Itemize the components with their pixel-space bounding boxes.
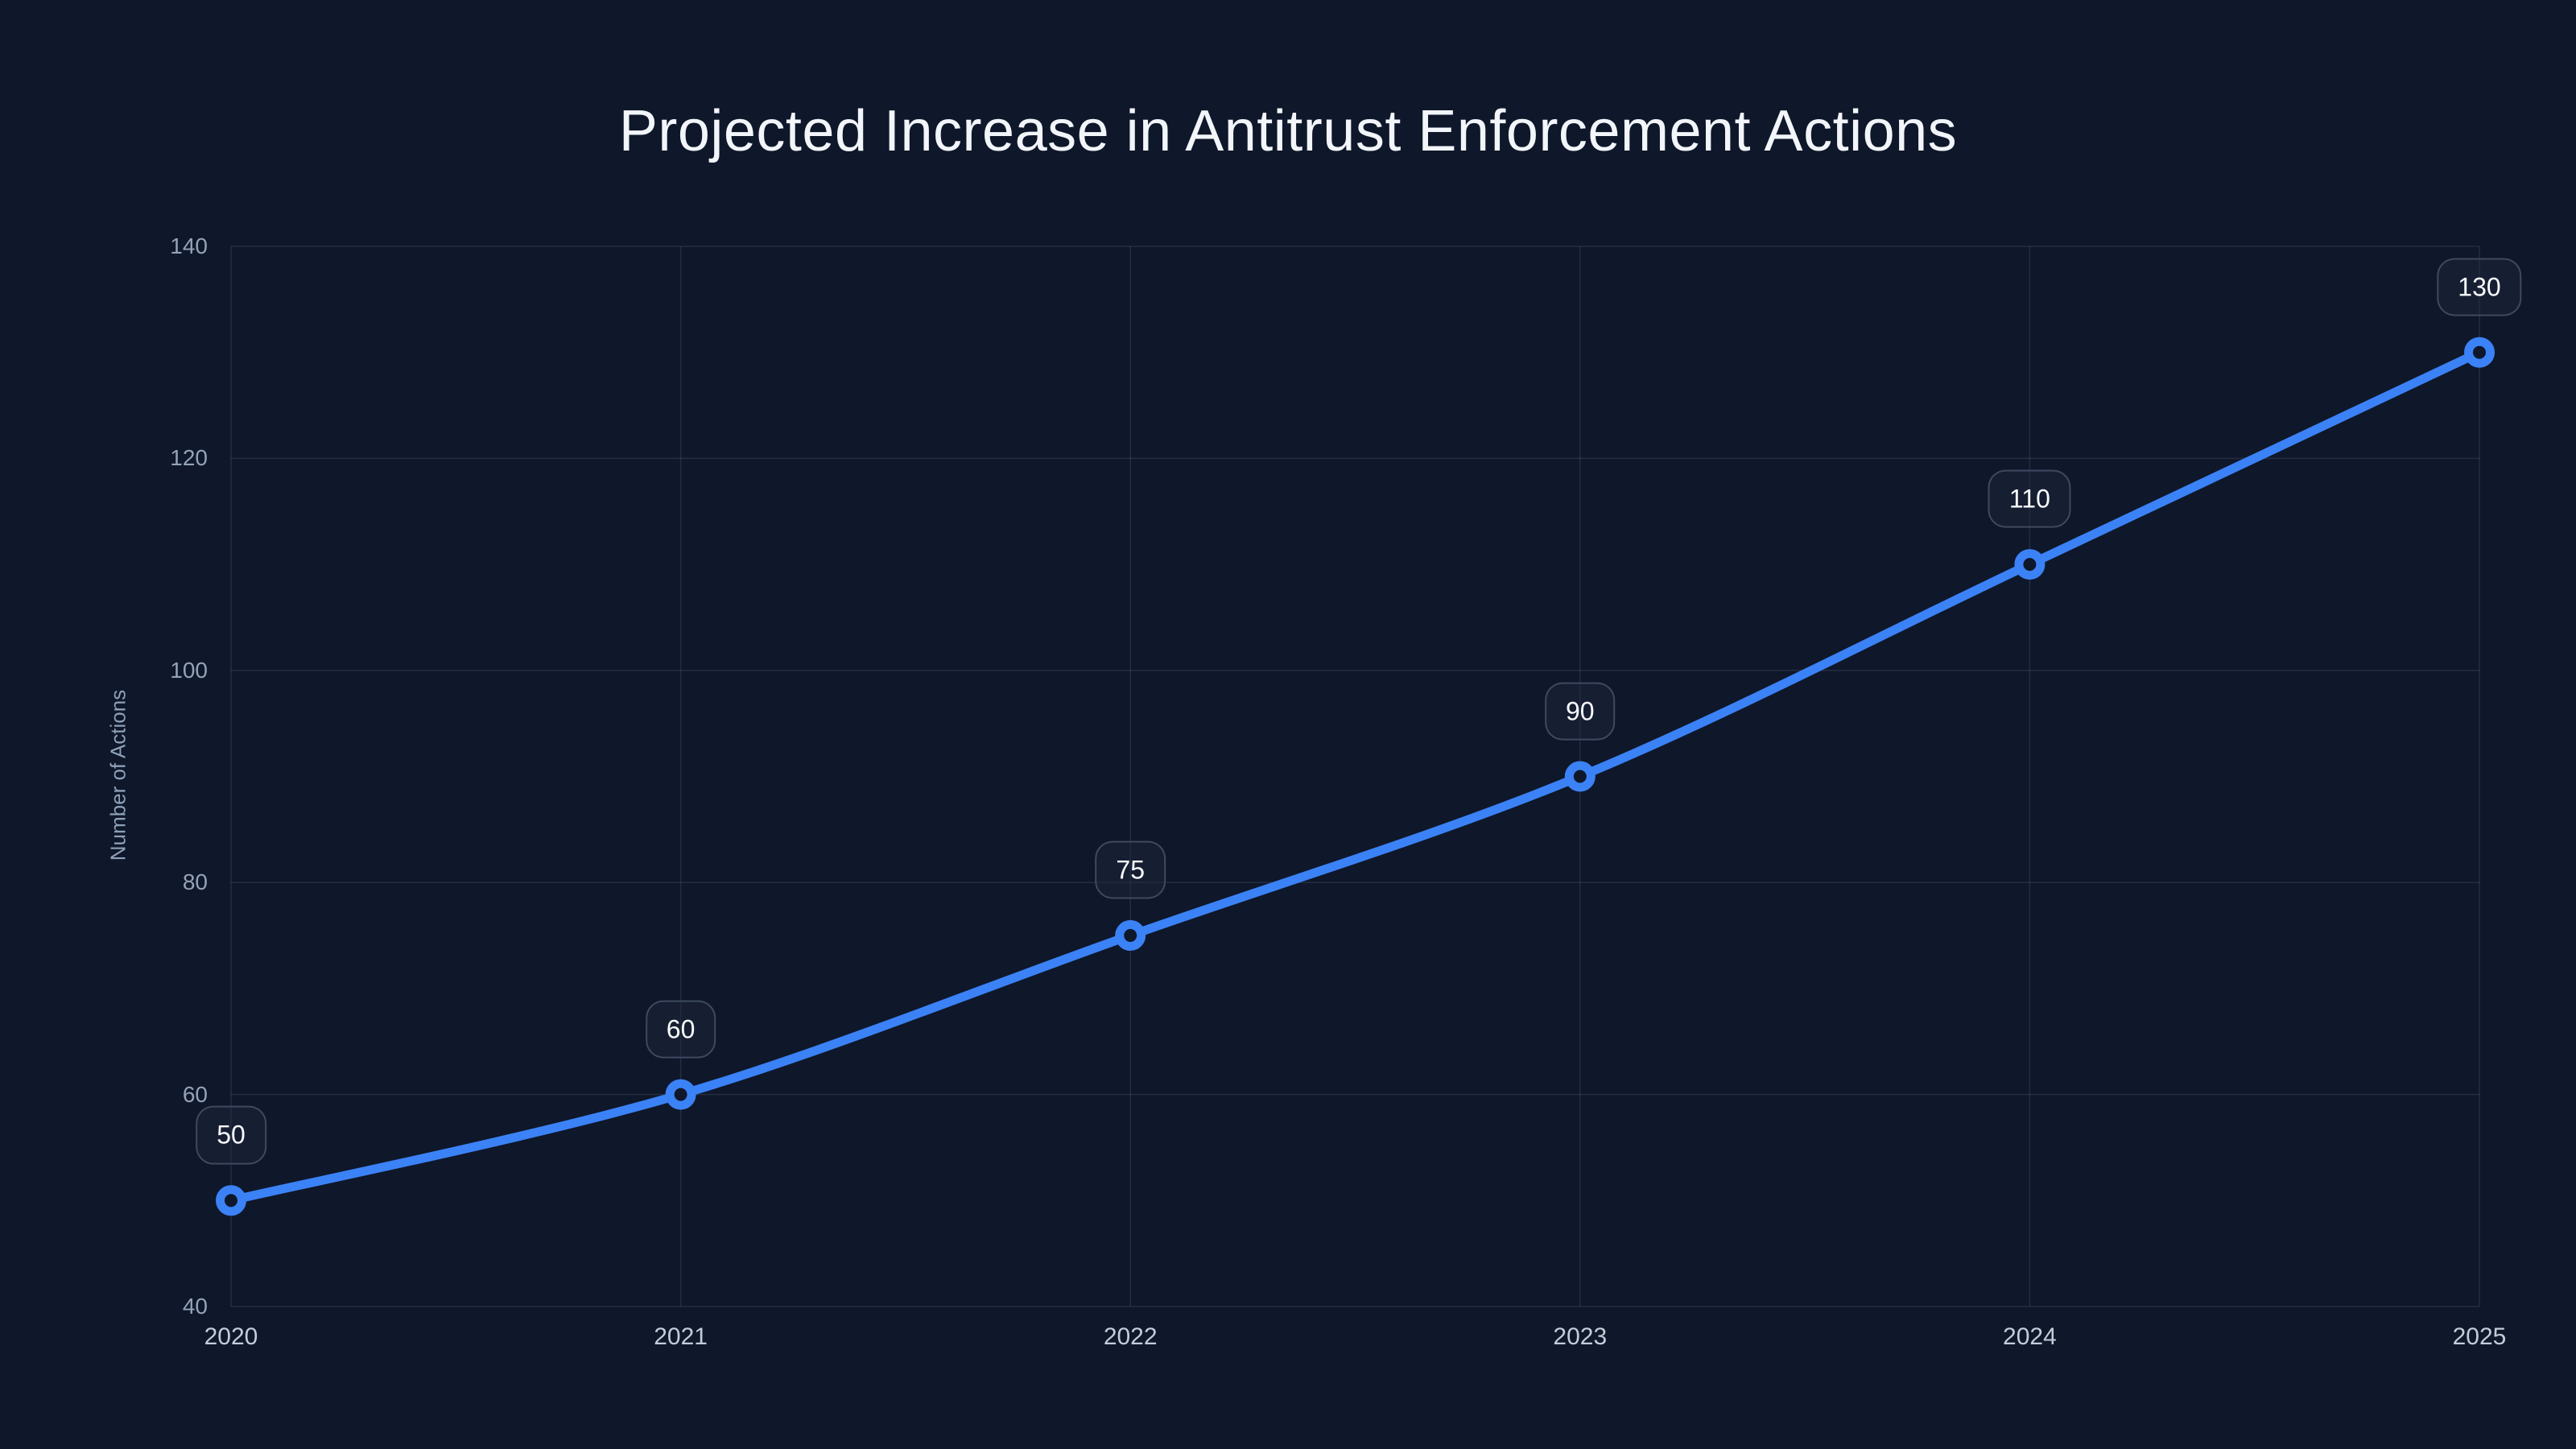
chart-title: Projected Increase in Antitrust Enforcem… [618,99,1958,163]
data-point-marker [2464,336,2495,368]
y-tick-label: 120 [170,445,208,471]
x-tick-label: 2023 [1553,1323,1608,1350]
point-value-badge: 60 [645,1000,716,1059]
point-value-badge: 90 [1545,682,1616,741]
point-value-badge: 110 [1988,469,2071,529]
x-tick-label: 2025 [2452,1323,2507,1350]
point-value-badge: 75 [1095,840,1166,900]
x-tick-label: 2021 [654,1323,708,1350]
trend-line [226,348,2484,1205]
y-tick-label: 40 [182,1294,208,1319]
data-point-marker [216,1185,246,1216]
x-tick-label: 2020 [204,1323,258,1350]
data-point-marker [665,1079,696,1110]
data-point-marker [2014,549,2046,580]
point-value-badge: 50 [196,1105,266,1165]
data-point-marker [1564,761,1596,792]
y-tick-label: 60 [182,1081,208,1107]
x-tick-label: 2024 [2003,1323,2057,1350]
x-tick-label: 2022 [1103,1323,1158,1350]
y-tick-label: 140 [170,233,208,258]
data-point-marker [1115,920,1146,952]
y-tick-label: 100 [170,657,208,683]
point-value-badge: 130 [2437,258,2522,316]
y-tick-label: 80 [182,869,208,895]
